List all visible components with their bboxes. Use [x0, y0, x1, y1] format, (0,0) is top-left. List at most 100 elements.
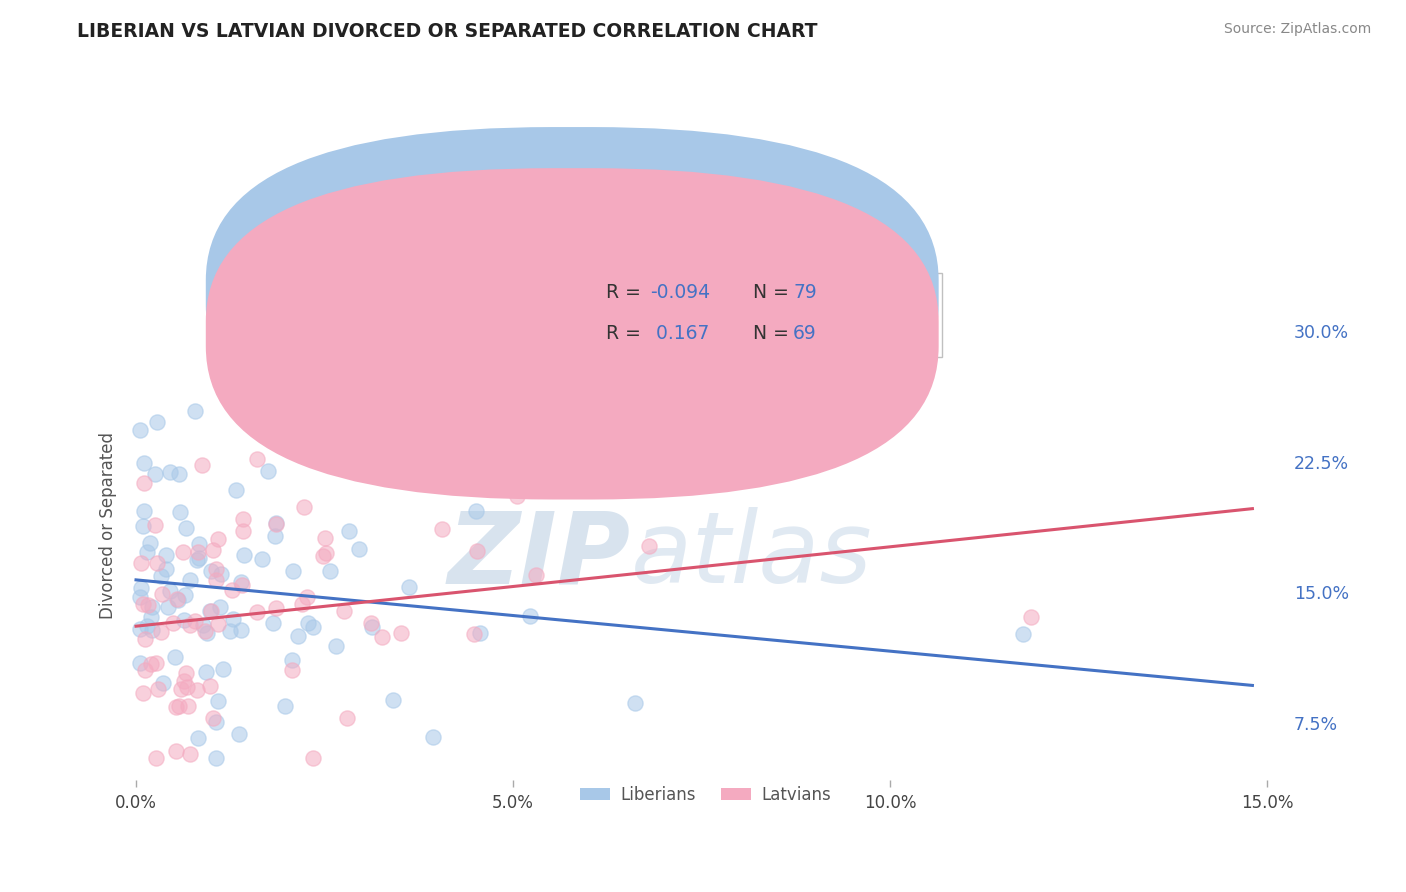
Point — [174, 521, 197, 535]
Point — [232, 548, 254, 562]
Point — [204, 573, 226, 587]
Point — [186, 731, 208, 746]
Point — [131, 519, 153, 533]
Point — [132, 456, 155, 470]
Point — [141, 623, 163, 637]
Point — [207, 532, 229, 546]
Point — [155, 549, 177, 563]
FancyBboxPatch shape — [205, 127, 939, 458]
Point — [177, 699, 200, 714]
Point — [336, 711, 359, 725]
Point — [281, 663, 304, 677]
Point — [195, 665, 218, 679]
Point — [337, 524, 360, 538]
Point — [205, 750, 228, 764]
Text: 0.167: 0.167 — [650, 325, 710, 343]
Point — [165, 744, 187, 758]
Point — [470, 625, 492, 640]
Text: N =: N = — [752, 325, 789, 343]
Point — [332, 604, 354, 618]
Text: LIBERIAN VS LATVIAN DIVORCED OR SEPARATED CORRELATION CHART: LIBERIAN VS LATVIAN DIVORCED OR SEPARATE… — [77, 22, 818, 41]
Point — [166, 699, 188, 714]
Point — [179, 573, 201, 587]
Point — [325, 639, 347, 653]
Point — [319, 565, 342, 579]
Point — [219, 624, 242, 639]
Point — [422, 730, 444, 744]
Point — [287, 629, 309, 643]
Point — [349, 541, 371, 556]
Text: R =: R = — [606, 284, 641, 302]
Point — [176, 681, 198, 695]
Point — [229, 624, 252, 638]
Point — [315, 546, 337, 560]
Point — [398, 580, 420, 594]
Point — [381, 693, 404, 707]
Point — [141, 599, 163, 614]
Point — [132, 685, 155, 699]
Point — [141, 657, 163, 672]
Point — [174, 588, 197, 602]
Point — [246, 452, 269, 467]
Point — [166, 591, 188, 606]
Point — [229, 575, 252, 590]
Point — [291, 598, 314, 612]
Point — [132, 503, 155, 517]
Point — [207, 616, 229, 631]
Point — [141, 610, 163, 624]
Point — [136, 619, 159, 633]
Point — [150, 624, 173, 639]
Point — [201, 543, 224, 558]
Point — [179, 618, 201, 632]
Point — [143, 467, 166, 482]
Point — [389, 625, 412, 640]
Point — [464, 377, 486, 392]
Point — [187, 545, 209, 559]
Point — [464, 503, 486, 517]
Point — [250, 551, 273, 566]
Point — [145, 415, 167, 429]
Point — [159, 583, 181, 598]
Point — [179, 747, 201, 762]
Point — [301, 620, 323, 634]
Point — [149, 569, 172, 583]
Point — [170, 681, 193, 696]
Point — [209, 567, 232, 582]
Point — [159, 465, 181, 479]
Text: 69: 69 — [793, 325, 817, 343]
Point — [184, 403, 207, 417]
Point — [152, 675, 174, 690]
Point — [274, 699, 297, 714]
Point — [155, 562, 177, 576]
Point — [311, 549, 333, 564]
Point — [132, 476, 155, 491]
FancyBboxPatch shape — [533, 273, 942, 357]
Point — [128, 591, 150, 605]
Legend: Liberians, Latvians: Liberians, Latvians — [574, 779, 838, 810]
Point — [136, 545, 159, 559]
Y-axis label: Divorced or Separated: Divorced or Separated — [100, 432, 117, 619]
Point — [143, 518, 166, 533]
Point — [145, 750, 167, 764]
Point — [129, 656, 152, 670]
Point — [166, 593, 188, 607]
Point — [200, 679, 222, 693]
Point — [205, 562, 228, 576]
Point — [157, 599, 180, 614]
Point — [232, 512, 254, 526]
Text: N =: N = — [752, 284, 789, 302]
Point — [264, 516, 287, 531]
Point — [132, 598, 155, 612]
Point — [292, 500, 315, 514]
Point — [173, 674, 195, 689]
Point — [281, 564, 304, 578]
Point — [295, 591, 318, 605]
Point — [1021, 610, 1043, 624]
Point — [184, 614, 207, 628]
Point — [263, 529, 285, 543]
Point — [167, 467, 190, 481]
Point — [463, 627, 485, 641]
Point — [208, 599, 231, 614]
Point — [281, 653, 304, 667]
Point — [129, 556, 152, 570]
